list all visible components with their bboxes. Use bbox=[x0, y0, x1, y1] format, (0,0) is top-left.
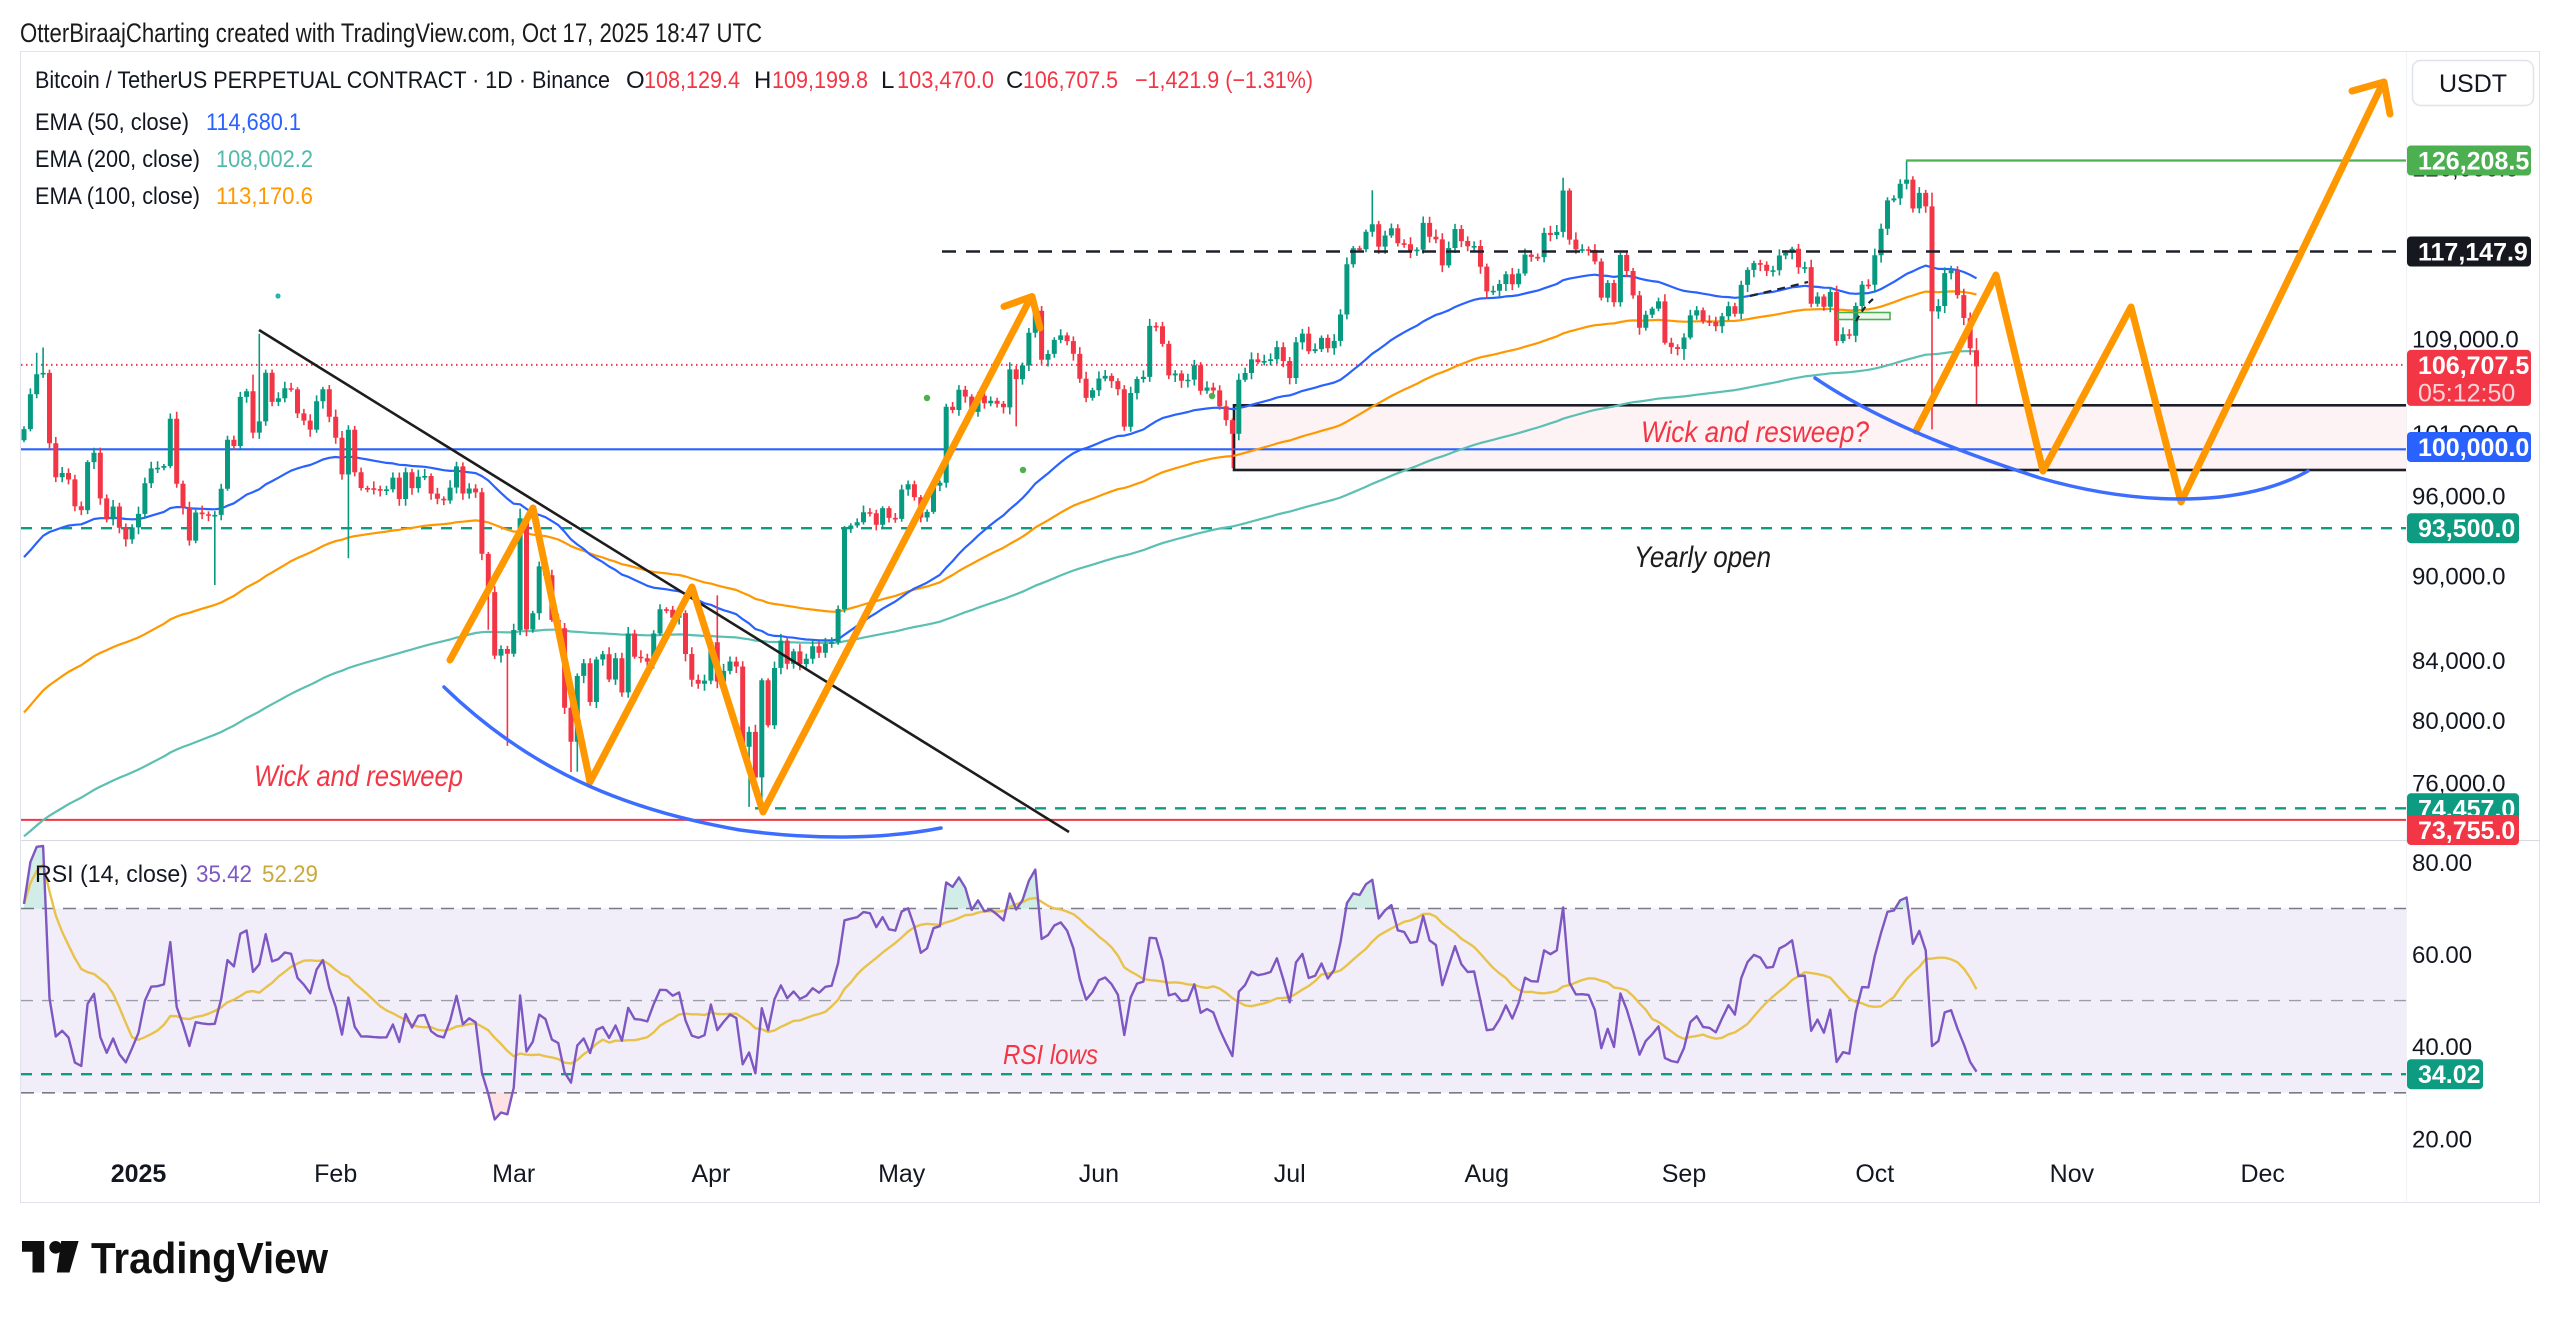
svg-text:Oct: Oct bbox=[1855, 1160, 1894, 1188]
svg-text:20.00: 20.00 bbox=[2412, 1126, 2472, 1153]
svg-text:RSI (14, close): RSI (14, close) bbox=[35, 861, 188, 888]
svg-text:114,680.1: 114,680.1 bbox=[206, 109, 301, 136]
svg-text:109,000.0: 109,000.0 bbox=[2412, 326, 2519, 353]
svg-text:108,002.2: 108,002.2 bbox=[216, 146, 313, 173]
svg-text:84,000.0: 84,000.0 bbox=[2412, 648, 2505, 675]
svg-text:H: H bbox=[754, 67, 771, 94]
svg-text:106,707.5: 106,707.5 bbox=[1023, 67, 1118, 94]
svg-text:05:12:50: 05:12:50 bbox=[2418, 379, 2515, 407]
svg-text:TradingView: TradingView bbox=[91, 1234, 329, 1283]
svg-text:Dec: Dec bbox=[2240, 1160, 2284, 1188]
svg-text:40.00: 40.00 bbox=[2412, 1034, 2472, 1061]
svg-text:Nov: Nov bbox=[2050, 1160, 2095, 1188]
svg-text:L: L bbox=[881, 67, 894, 94]
svg-text:Feb: Feb bbox=[314, 1160, 357, 1188]
svg-text:EMA (200, close): EMA (200, close) bbox=[35, 146, 200, 173]
svg-text:USDT: USDT bbox=[2439, 70, 2507, 98]
svg-text:52.29: 52.29 bbox=[262, 861, 318, 888]
svg-text:O: O bbox=[626, 67, 645, 94]
svg-text:EMA (100, close): EMA (100, close) bbox=[35, 183, 200, 210]
svg-text:Bitcoin / TetherUS PERPETUAL C: Bitcoin / TetherUS PERPETUAL CONTRACT · … bbox=[35, 67, 610, 94]
svg-text:C: C bbox=[1006, 67, 1023, 94]
svg-text:73,755.0: 73,755.0 bbox=[2418, 817, 2515, 845]
svg-text:Apr: Apr bbox=[691, 1160, 730, 1188]
svg-text:2025: 2025 bbox=[111, 1160, 167, 1188]
svg-text:106,707.5: 106,707.5 bbox=[2418, 352, 2529, 380]
svg-text:96,000.0: 96,000.0 bbox=[2412, 483, 2505, 510]
svg-text:Sep: Sep bbox=[1662, 1160, 1706, 1188]
svg-text:80,000.0: 80,000.0 bbox=[2412, 708, 2505, 735]
svg-text:126,208.5: 126,208.5 bbox=[2418, 148, 2529, 176]
svg-text:Aug: Aug bbox=[1465, 1160, 1509, 1188]
svg-text:109,199.8: 109,199.8 bbox=[772, 67, 868, 94]
svg-text:103,470.0: 103,470.0 bbox=[897, 67, 994, 94]
svg-text:93,500.0: 93,500.0 bbox=[2418, 515, 2515, 543]
svg-text:Mar: Mar bbox=[492, 1160, 535, 1188]
svg-text:May: May bbox=[878, 1160, 926, 1188]
svg-text:EMA (50, close): EMA (50, close) bbox=[35, 109, 189, 136]
svg-text:80.00: 80.00 bbox=[2412, 850, 2472, 877]
svg-text:RSI lows: RSI lows bbox=[1003, 1039, 1098, 1070]
svg-text:117,147.9: 117,147.9 bbox=[2418, 239, 2528, 267]
svg-text:60.00: 60.00 bbox=[2412, 942, 2472, 969]
svg-text:OtterBiraajCharting created wi: OtterBiraajCharting created with Trading… bbox=[20, 18, 762, 48]
svg-text:34.02: 34.02 bbox=[2418, 1061, 2481, 1089]
svg-text:35.42: 35.42 bbox=[196, 861, 252, 888]
svg-text:108,129.4: 108,129.4 bbox=[644, 67, 740, 94]
svg-text:Wick and resweep?: Wick and resweep? bbox=[1641, 416, 1869, 449]
svg-text:90,000.0: 90,000.0 bbox=[2412, 563, 2505, 590]
svg-text:Wick and resweep: Wick and resweep bbox=[254, 760, 463, 793]
svg-text:Jul: Jul bbox=[1274, 1160, 1306, 1188]
svg-text:Jun: Jun bbox=[1079, 1160, 1119, 1188]
svg-text:−1,421.9 (−1.31%): −1,421.9 (−1.31%) bbox=[1135, 67, 1313, 94]
svg-text:100,000.0: 100,000.0 bbox=[2418, 434, 2529, 462]
svg-text:113,170.6: 113,170.6 bbox=[216, 183, 313, 210]
svg-text:Yearly open: Yearly open bbox=[1634, 541, 1771, 574]
